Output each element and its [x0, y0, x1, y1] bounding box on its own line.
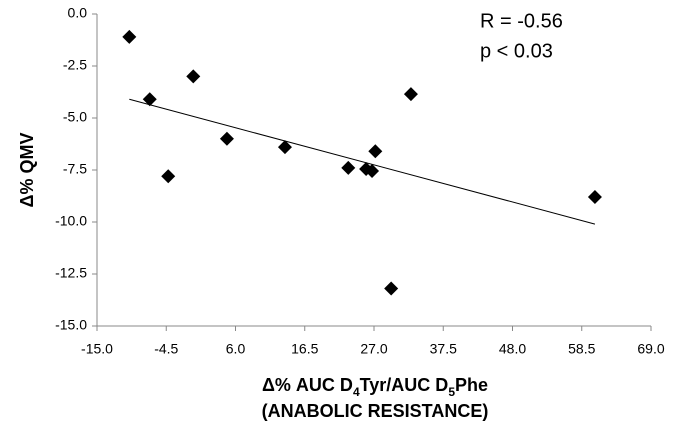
point	[219, 131, 234, 146]
x-axis-label-part: Phe	[455, 375, 488, 395]
x-tick-label: -4.5	[154, 341, 178, 357]
x-tick-label: 6.0	[226, 341, 246, 357]
y-tick-label: -12.5	[55, 265, 87, 281]
x-axis-label-part: Δ% AUC D	[262, 375, 353, 395]
point	[277, 140, 292, 155]
x-tick-label: 37.5	[430, 341, 457, 357]
x-axis-label: Δ% AUC D4Tyr/AUC D5Phe	[262, 375, 488, 399]
point	[403, 87, 418, 102]
point	[384, 281, 399, 296]
point	[142, 92, 157, 107]
point	[587, 190, 602, 205]
x-tick-label: 48.0	[499, 341, 526, 357]
point	[161, 169, 176, 184]
x-tick-label: 16.5	[291, 341, 318, 357]
y-tick-label: -5.0	[63, 109, 87, 125]
y-tick-label: -2.5	[63, 57, 87, 73]
x-tick-label: 69.0	[637, 341, 664, 357]
point	[122, 29, 137, 44]
point	[365, 164, 380, 179]
trend-line	[129, 98, 596, 225]
x-axis-label-part: Tyr/AUC D	[360, 375, 449, 395]
y-axis-label: Δ% QMV	[17, 133, 37, 208]
x-tick-label: 27.0	[360, 341, 387, 357]
x-axis-label: (ANABOLIC RESISTANCE)	[262, 401, 489, 421]
x-tick-label: -15.0	[81, 341, 113, 357]
annotation: p < 0.03	[480, 40, 553, 62]
y-tick-label: -15.0	[55, 317, 87, 333]
y-tick-label: -7.5	[63, 161, 87, 177]
x-tick-label: 58.5	[568, 341, 595, 357]
point	[341, 160, 356, 175]
point	[368, 144, 383, 159]
x-axis-label-part: 5	[448, 385, 455, 399]
annotation: R = -0.56	[480, 10, 563, 32]
x-axis-label-part: 4	[353, 385, 360, 399]
y-tick-label: 0.0	[68, 5, 88, 21]
point	[186, 69, 201, 84]
y-tick-label: -10.0	[55, 213, 87, 229]
